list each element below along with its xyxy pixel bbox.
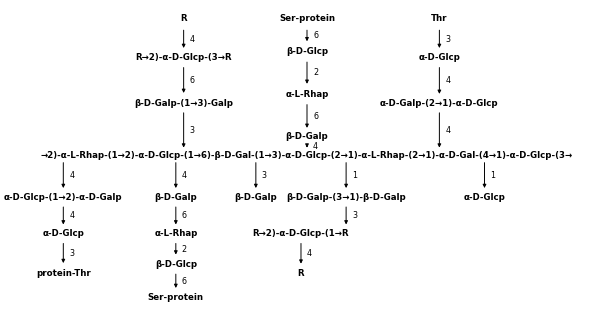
Text: protein-Thr: protein-Thr [36,269,91,278]
Text: 4: 4 [182,171,187,180]
Text: α-D-Glcp: α-D-Glcp [464,193,505,202]
Text: R: R [181,14,187,23]
Text: R: R [298,269,305,278]
Text: α-D-Glcp-(1→2)-α-D-Galp: α-D-Glcp-(1→2)-α-D-Galp [4,193,123,202]
Text: β-D-Galp-(3→1)-β-D-Galp: β-D-Galp-(3→1)-β-D-Galp [286,193,406,202]
Text: α-D-Galp-(2→1)-α-D-Glcp: α-D-Galp-(2→1)-α-D-Glcp [380,99,499,108]
Text: β-D-Galp-(1→3)-Galp: β-D-Galp-(1→3)-Galp [134,99,233,108]
Text: 3: 3 [445,35,451,44]
Text: R→2)-α-D-Glcp-(1→R: R→2)-α-D-Glcp-(1→R [253,229,349,238]
Text: β-D-Glcp: β-D-Glcp [155,260,197,269]
Text: β-D-Galp: β-D-Galp [286,132,328,141]
Text: Thr: Thr [431,14,448,23]
Text: 4: 4 [69,171,74,180]
Text: 3: 3 [352,211,357,220]
Text: 6: 6 [182,277,187,286]
Text: β-D-Glcp: β-D-Glcp [286,47,328,56]
Text: 4: 4 [445,126,451,135]
Text: 6: 6 [313,112,318,121]
Text: 2: 2 [313,69,318,78]
Text: 6: 6 [313,31,318,40]
Text: 6: 6 [182,211,187,220]
Text: Ser-protein: Ser-protein [148,293,204,302]
Text: 1: 1 [491,171,495,180]
Text: β-D-Galp: β-D-Galp [235,193,278,202]
Text: 3: 3 [262,171,267,180]
Text: α-D-Glcp: α-D-Glcp [42,229,84,238]
Text: 4: 4 [313,142,318,151]
Text: 3: 3 [69,249,74,258]
Text: α-L-Rhap: α-L-Rhap [286,90,328,99]
Text: 2: 2 [182,245,187,254]
Text: 6: 6 [190,76,195,85]
Text: β-D-Galp: β-D-Galp [155,193,197,202]
Text: 4: 4 [69,211,74,220]
Text: 4: 4 [190,35,195,44]
Text: 1: 1 [352,171,357,180]
Text: R→2)-α-D-Glcp-(3→R: R→2)-α-D-Glcp-(3→R [135,53,232,62]
Text: 3: 3 [190,126,195,135]
Text: Ser-protein: Ser-protein [279,14,335,23]
Text: →2)-α-L-Rhap-(1→2)-α-D-Glcp-(1→6)-β-D-Gal-(1→3)-α-D-Glcp-(2→1)-α-L-Rhap-(2→1)-α-: →2)-α-L-Rhap-(1→2)-α-D-Glcp-(1→6)-β-D-Ga… [41,150,573,160]
Text: 4: 4 [307,249,312,258]
Text: α-L-Rhap: α-L-Rhap [154,229,198,238]
Text: 4: 4 [445,76,451,85]
Text: α-D-Glcp: α-D-Glcp [418,53,460,62]
